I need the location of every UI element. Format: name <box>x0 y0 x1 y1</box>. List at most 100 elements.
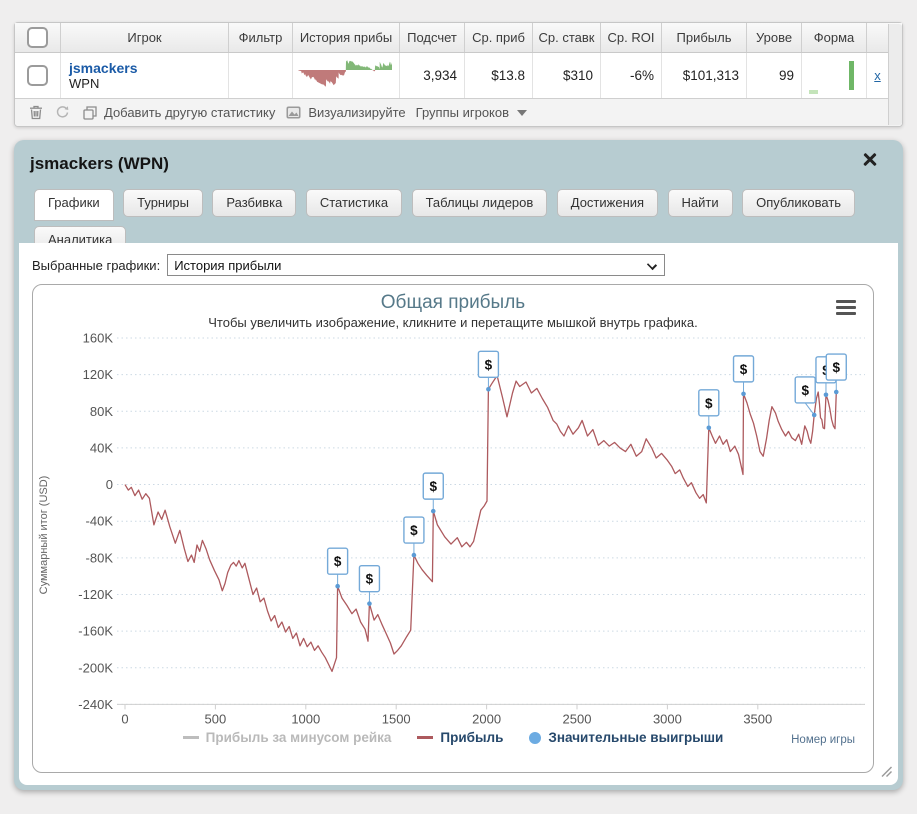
image-icon <box>285 104 302 121</box>
svg-text:$: $ <box>430 479 438 494</box>
svg-text:1000: 1000 <box>291 711 320 726</box>
col-header-filter[interactable]: Фильтр <box>229 23 293 52</box>
win-marker[interactable]: $ <box>478 351 498 391</box>
panel-content: Выбранные графики: История прибыли Общая… <box>19 243 898 785</box>
table-row: jsmackers WPN 3,934 $13.8 $310 -6% $101,… <box>15 53 902 99</box>
add-statistic-button[interactable]: Добавить другую статистику <box>81 104 275 121</box>
svg-text:$: $ <box>485 357 493 372</box>
legend-item-3[interactable]: Значительные выигрыши <box>529 730 723 745</box>
row-checkbox[interactable] <box>27 65 48 86</box>
trash-icon[interactable] <box>27 104 44 121</box>
chart-select-value: История прибыли <box>174 258 281 273</box>
svg-text:$: $ <box>366 572 374 587</box>
col-header-avg-profit[interactable]: Ср. приб <box>465 23 533 52</box>
win-marker[interactable]: $ <box>826 354 846 394</box>
profit-line <box>125 376 836 672</box>
profit-chart-container[interactable]: Общая прибыль Чтобы увеличить изображени… <box>32 284 874 773</box>
chart-legend: Прибыль за минусом рейка Прибыль Значитель… <box>33 730 873 745</box>
svg-text:$: $ <box>705 396 713 411</box>
col-header-profit[interactable]: Прибыль <box>662 23 747 52</box>
chevron-down-icon <box>647 260 657 270</box>
chevron-down-icon <box>517 110 527 116</box>
legend-item-2[interactable]: Прибыль <box>417 730 503 745</box>
svg-text:-40K: -40K <box>86 514 114 529</box>
win-marker[interactable]: $ <box>734 356 754 396</box>
svg-text:$: $ <box>334 554 342 569</box>
player-groups-dropdown[interactable]: Группы игроков <box>416 105 527 120</box>
tab-find[interactable]: Найти <box>668 189 733 217</box>
legend-label: Прибыль за минусом рейка <box>206 730 392 745</box>
chart-title: Общая прибыль <box>33 292 873 314</box>
tab-leaderboards[interactable]: Таблицы лидеров <box>412 189 548 217</box>
chart-select[interactable]: История прибыли <box>167 254 665 276</box>
svg-text:0: 0 <box>121 711 128 726</box>
tab-statistics[interactable]: Статистика <box>306 189 402 217</box>
form-minor-bar <box>809 90 818 94</box>
yaxis-title: Суммарный итог (USD) <box>38 476 50 595</box>
avg-profit-cell: $13.8 <box>465 53 533 98</box>
win-marker[interactable]: $ <box>699 390 719 430</box>
tab-publish[interactable]: Опубликовать <box>742 189 855 217</box>
profit-history-sparkline[interactable] <box>293 53 400 98</box>
form-major-bar <box>849 61 854 90</box>
svg-text:0: 0 <box>106 477 113 492</box>
legend-item-1[interactable]: Прибыль за минусом рейка <box>183 730 392 745</box>
close-icon[interactable] <box>863 152 877 166</box>
svg-text:-200K: -200K <box>78 660 113 675</box>
player-name-link[interactable]: jsmackers <box>69 60 138 76</box>
copy-icon <box>81 104 98 121</box>
visualize-button[interactable]: Визуализируйте <box>285 104 405 121</box>
chart-menu-icon[interactable] <box>836 300 856 318</box>
table-scrollbar[interactable] <box>888 24 902 125</box>
tab-breakdown[interactable]: Разбивка <box>212 189 296 217</box>
table-toolbar: Добавить другую статистику Визуализируйт… <box>15 99 902 126</box>
col-header-profit-history[interactable]: История прибы <box>293 23 400 52</box>
player-detail-panel: jsmackers (WPN) Графики Турниры Разбивка… <box>14 140 903 790</box>
win-marker[interactable]: $ <box>404 517 424 557</box>
win-marker[interactable]: $ <box>328 548 348 588</box>
svg-text:-120K: -120K <box>78 587 113 602</box>
legend-circle-swatch <box>529 732 541 744</box>
svg-text:$: $ <box>740 362 748 377</box>
remove-row-link[interactable]: x <box>874 68 881 83</box>
win-marker[interactable]: $ <box>423 473 443 513</box>
resize-handle-icon[interactable] <box>881 764 892 782</box>
svg-text:3000: 3000 <box>653 711 682 726</box>
svg-text:500: 500 <box>205 711 227 726</box>
tab-achievements[interactable]: Достижения <box>557 189 658 217</box>
svg-text:80K: 80K <box>90 404 113 419</box>
svg-text:$: $ <box>801 383 809 398</box>
svg-text:2000: 2000 <box>472 711 501 726</box>
legend-line-swatch <box>183 736 199 739</box>
refresh-icon[interactable] <box>54 104 71 121</box>
col-header-avg-stake[interactable]: Ср. ставк <box>533 23 601 52</box>
legend-label: Прибыль <box>440 730 503 745</box>
col-header-level[interactable]: Урове <box>747 23 802 52</box>
select-all-checkbox[interactable] <box>27 27 48 48</box>
sparkline-chart <box>296 56 396 96</box>
level-cell: 99 <box>747 53 802 98</box>
visualize-label: Визуализируйте <box>308 105 405 120</box>
tab-graphs[interactable]: Графики <box>34 189 114 221</box>
tab-tournaments[interactable]: Турниры <box>123 189 203 217</box>
svg-text:120K: 120K <box>83 367 114 382</box>
svg-text:3500: 3500 <box>743 711 772 726</box>
win-marker[interactable]: $ <box>359 566 379 606</box>
col-header-avg-roi[interactable]: Ср. ROI <box>601 23 662 52</box>
svg-text:40K: 40K <box>90 440 113 455</box>
svg-text:-240K: -240K <box>78 697 113 712</box>
chart-subtitle: Чтобы увеличить изображение, кликните и … <box>33 315 873 330</box>
svg-text:$: $ <box>833 360 841 375</box>
add-statistic-label: Добавить другую статистику <box>104 105 275 120</box>
panel-title: jsmackers (WPN) <box>30 154 169 174</box>
svg-text:160K: 160K <box>83 331 114 346</box>
filter-cell <box>229 53 293 98</box>
form-cell <box>802 53 867 98</box>
col-header-player[interactable]: Игрок <box>61 23 229 52</box>
player-site: WPN <box>69 76 99 91</box>
col-header-form[interactable]: Форма <box>802 23 867 52</box>
player-groups-label: Группы игроков <box>416 105 509 120</box>
col-header-spacer <box>867 23 888 52</box>
profit-chart[interactable]: 160K120K80K40K0-40K-80K-120K-160K-200K-2… <box>33 330 873 732</box>
col-header-count[interactable]: Подсчет <box>400 23 465 52</box>
